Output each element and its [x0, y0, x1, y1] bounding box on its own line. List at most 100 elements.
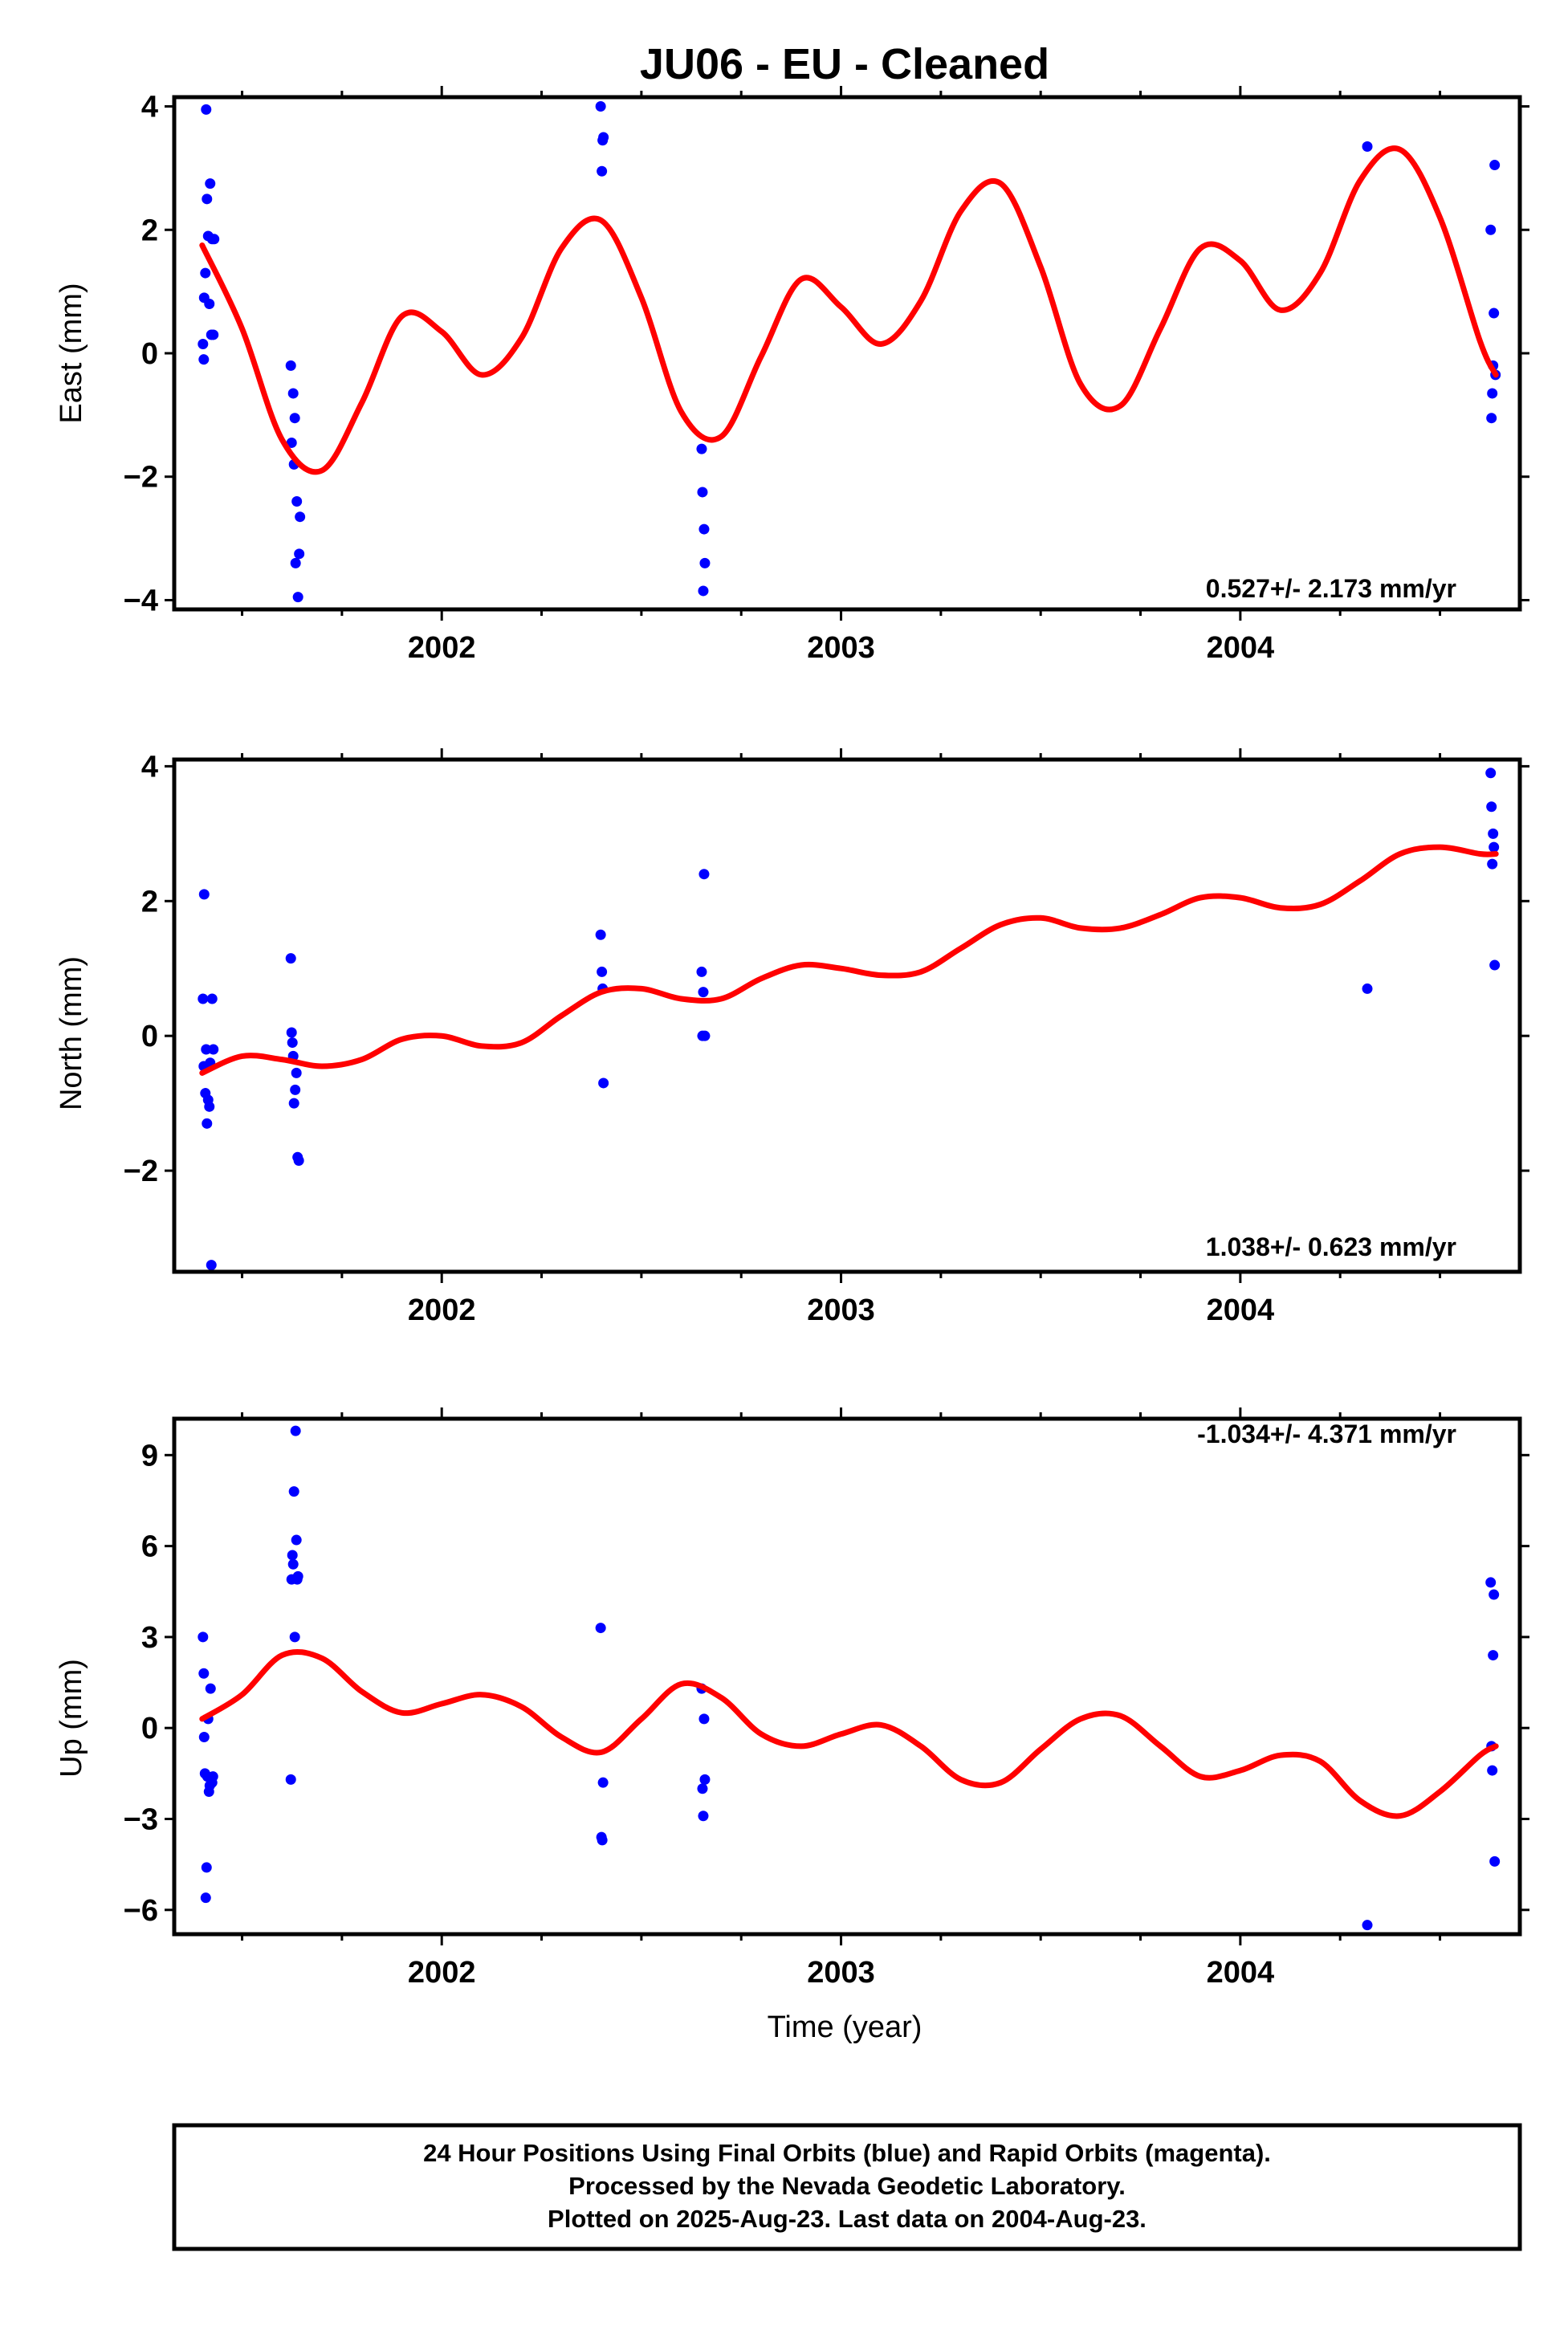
- north-data-point: [1487, 858, 1498, 870]
- up-x-tick-label: 2003: [807, 1956, 875, 1990]
- up-y-tick-label: 0: [141, 1712, 158, 1745]
- north-data-point: [201, 1044, 212, 1055]
- footer-line-1: 24 Hour Positions Using Final Orbits (bl…: [423, 2139, 1271, 2167]
- footer-box: 24 Hour Positions Using Final Orbits (bl…: [172, 2123, 1522, 2251]
- up-plot-frame: [172, 1416, 1522, 1937]
- up-data-point: [291, 1534, 302, 1546]
- east-y-tick-label: −2: [124, 461, 158, 495]
- north-data-point: [290, 1084, 301, 1095]
- up-data-point: [595, 1623, 606, 1634]
- footer-line-3: Plotted on 2025-Aug-23. Last data on 200…: [548, 2205, 1146, 2233]
- north-rate: 1.038+/- 0.623 mm/yr: [1206, 1232, 1456, 1261]
- up-data-point: [699, 1774, 711, 1785]
- east-x-tick-label: 2003: [807, 631, 875, 665]
- north-data-point: [1488, 828, 1499, 839]
- east-rate: 0.527+/- 2.173 mm/yr: [1206, 574, 1456, 603]
- east-data-point: [204, 299, 215, 310]
- north-data-point: [208, 1044, 219, 1055]
- up-data-point: [1487, 1765, 1498, 1776]
- up-data-point: [1485, 1577, 1497, 1588]
- up-data-point: [292, 1570, 303, 1582]
- east-data-point: [295, 511, 306, 523]
- east-y-tick-label: 0: [141, 337, 158, 371]
- up-data-point: [287, 1550, 298, 1561]
- north-panel: 1.038+/- 0.623 mm/yr North (mm) −2 0 2 4 200…: [55, 748, 1529, 1327]
- north-x-tick-label: 2003: [807, 1293, 875, 1327]
- up-data-point: [287, 1558, 299, 1570]
- up-panel: -1.034+/- 4.371 mm/yr Up (mm) −6 −3 0 3 6 9 20…: [55, 1407, 1529, 1990]
- up-rate: -1.034+/- 4.371 mm/yr: [1197, 1420, 1456, 1448]
- east-data-point: [287, 388, 299, 399]
- east-fit-curve: [199, 145, 1499, 475]
- up-data-point: [198, 1732, 210, 1743]
- north-y-axis-label: North (mm): [55, 956, 88, 1110]
- east-data-point: [286, 437, 297, 448]
- north-data-point: [1486, 801, 1497, 813]
- north-data-point: [202, 1118, 213, 1129]
- north-data-point: [206, 1260, 217, 1271]
- east-y-tick-label: −4: [124, 584, 158, 617]
- east-data-point: [292, 592, 303, 603]
- up-data-point: [1489, 1589, 1500, 1600]
- east-y-axis-label: East (mm): [55, 283, 88, 423]
- east-data-point: [202, 193, 213, 205]
- up-fit-curve: [199, 1648, 1499, 1819]
- up-y-tick-label: 6: [141, 1530, 158, 1564]
- north-data-point: [1489, 959, 1501, 971]
- east-data-point: [1486, 413, 1497, 424]
- north-data-point: [204, 1101, 215, 1112]
- east-data-point: [290, 557, 301, 568]
- east-data-point: [597, 165, 608, 177]
- east-x-tick-label: 2004: [1207, 631, 1275, 665]
- north-data-point: [285, 953, 296, 964]
- up-data-point: [1489, 1855, 1501, 1867]
- north-fit-curve: [199, 844, 1499, 1076]
- east-x-tick-label: 2002: [408, 631, 476, 665]
- east-data-point: [1487, 388, 1498, 399]
- north-data-point: [696, 966, 707, 977]
- east-data-point: [598, 132, 609, 143]
- north-data-point: [288, 1098, 299, 1109]
- north-data-point: [198, 889, 210, 900]
- north-data-point: [1485, 768, 1497, 779]
- north-plot-frame: [172, 757, 1522, 1274]
- east-data-point: [1485, 224, 1497, 235]
- north-data-point: [198, 993, 209, 1004]
- up-y-tick-label: 9: [141, 1439, 158, 1473]
- east-panel: 0.527+/- 2.173 mm/yr East (mm) −4 −2 0 2 4 20…: [55, 86, 1529, 665]
- up-data-point: [205, 1683, 216, 1694]
- up-data-point: [597, 1777, 609, 1788]
- north-x-tick-label: 2004: [1207, 1293, 1275, 1327]
- east-data-point: [697, 487, 708, 498]
- north-data-point: [1362, 983, 1373, 994]
- north-y-tick-label: 2: [141, 885, 158, 919]
- east-data-point: [200, 267, 211, 279]
- east-data-point: [209, 234, 220, 245]
- up-data-point: [288, 1486, 299, 1497]
- east-y-tick-label: 2: [141, 214, 158, 247]
- east-data-point: [198, 354, 210, 365]
- up-y-tick-label: −3: [124, 1802, 158, 1836]
- up-data-point: [198, 1631, 209, 1643]
- east-data-point: [208, 329, 219, 340]
- east-data-point: [201, 104, 212, 115]
- up-data-point: [201, 1862, 212, 1873]
- east-plot-frame: [172, 95, 1522, 612]
- north-x-tick-label: 2002: [408, 1293, 476, 1327]
- north-data-point: [287, 1037, 298, 1049]
- up-data-point: [1362, 1920, 1373, 1931]
- up-data-point: [285, 1774, 296, 1785]
- east-y-tick-label: 4: [141, 91, 158, 124]
- north-y-tick-label: −2: [124, 1155, 158, 1188]
- north-data-point: [291, 1067, 302, 1078]
- north-y-tick-label: 4: [141, 750, 158, 784]
- north-data-point: [595, 929, 606, 940]
- up-data-point: [198, 1668, 210, 1679]
- east-data-point: [1362, 141, 1373, 152]
- east-data-point: [1489, 308, 1500, 319]
- up-x-tick-label: 2002: [408, 1956, 476, 1990]
- east-data-point: [1489, 160, 1501, 171]
- east-data-point: [696, 443, 707, 454]
- north-data-point: [293, 1155, 304, 1166]
